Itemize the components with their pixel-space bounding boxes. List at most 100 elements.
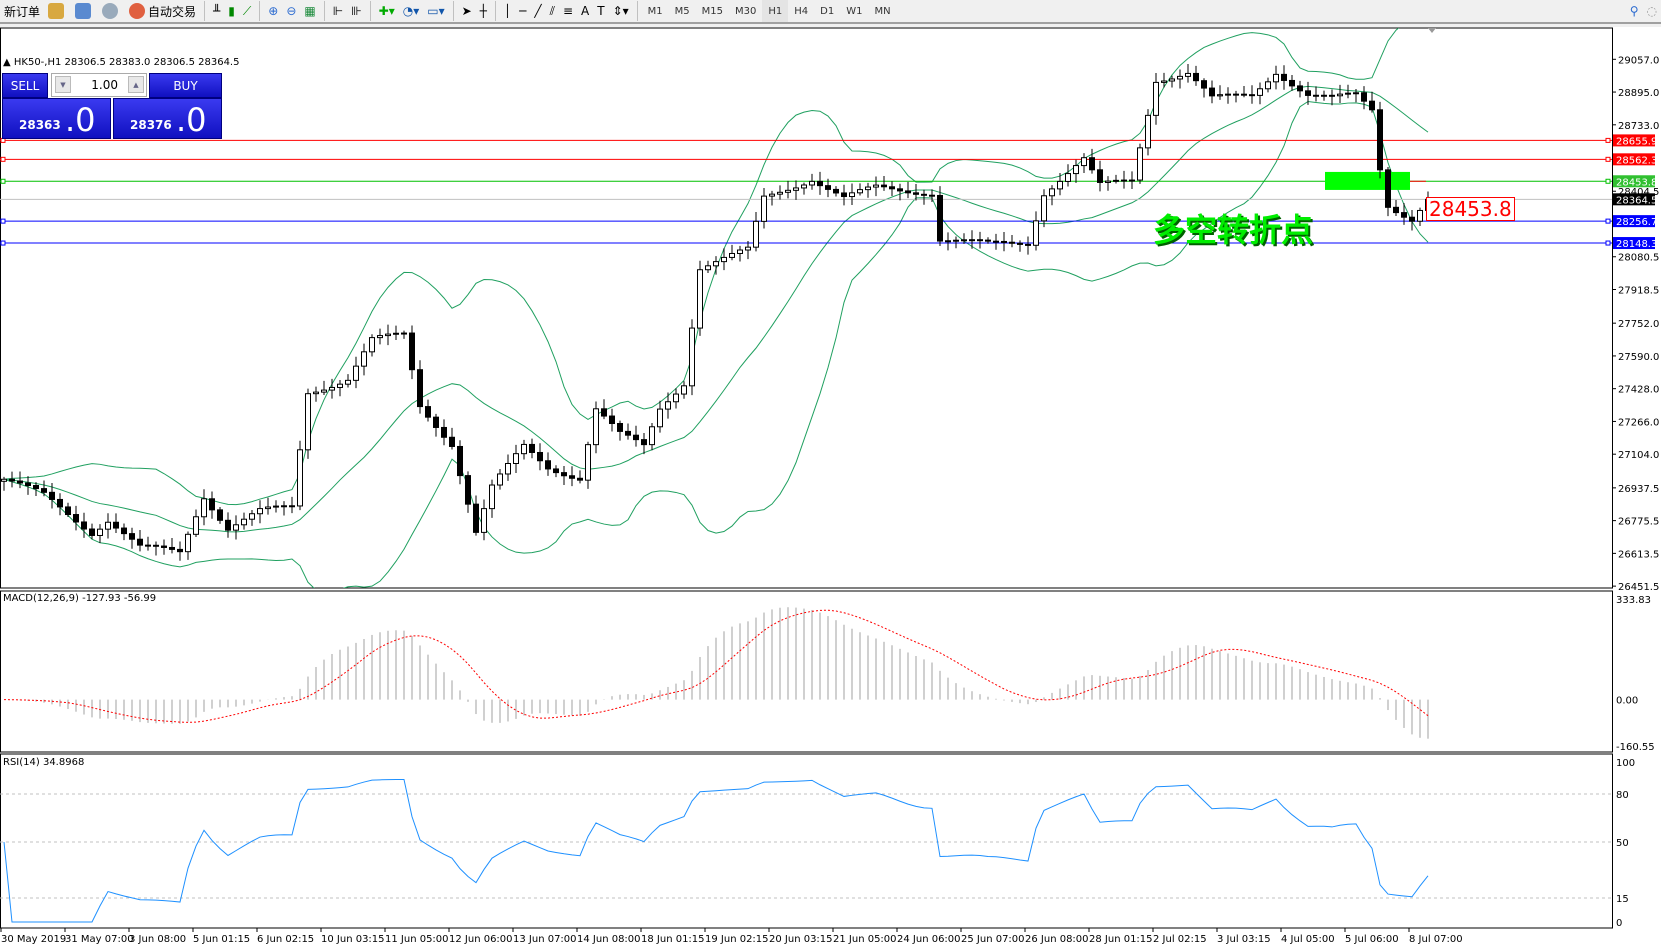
sell-price-button[interactable]: 28363 .0	[2, 98, 111, 139]
time-axis-label: 19 Jun 02:15	[705, 934, 769, 945]
candle-bull	[233, 524, 239, 531]
annotation-price-label[interactable]: 28453.8	[1426, 197, 1515, 221]
chart-canvas[interactable]: 29057.0 28895.0 28733.0 28404.5 28080.5 27918…	[0, 27, 1661, 950]
new-order-button[interactable]: 新订单	[0, 0, 44, 22]
candle-bear	[17, 480, 23, 484]
auto-scroll-icon[interactable]: ⊩	[332, 4, 344, 18]
time-axis-label: 6 Jun 02:15	[257, 934, 314, 945]
level-price-label: 28655.9	[1616, 136, 1657, 147]
candle-bear	[1089, 157, 1095, 171]
trendline-icon[interactable]: ╱	[534, 4, 542, 18]
timeframe-h1[interactable]: H1	[762, 0, 789, 22]
candle-bear	[473, 503, 479, 533]
annotation-text[interactable]: 多空转折点	[1153, 211, 1314, 249]
candle-bull	[769, 193, 775, 197]
timeframe-mn[interactable]: MN	[874, 5, 891, 17]
candle-bull	[1057, 180, 1063, 190]
candle-bear	[73, 514, 79, 523]
tile-windows-icon[interactable]: ▦	[304, 4, 316, 18]
zoom-in-icon[interactable]: ⊕	[268, 4, 279, 18]
level-handle	[1605, 218, 1611, 224]
candle-bull	[1169, 78, 1175, 82]
price-axis-label: 27266.0	[1618, 417, 1659, 428]
indicators-icon[interactable]: ✚▾	[378, 4, 395, 18]
separator	[369, 1, 371, 21]
chart-window[interactable]: 29057.0 28895.0 28733.0 28404.5 28080.5 27918…	[0, 27, 1661, 950]
candle-bear	[1009, 241, 1015, 244]
one-click-trading-panel: SELL 1.00 ▼ ▲ BUY 28363.0 28376.0	[2, 73, 222, 139]
candle-bull	[497, 473, 503, 486]
level-handle	[1605, 156, 1611, 162]
macd-axis-label: 333.83	[1616, 595, 1651, 606]
channel-icon[interactable]: ⫽	[549, 3, 555, 18]
chart-shift-icon[interactable]: ⊪	[351, 4, 362, 18]
level-price-label: 28256.7	[1616, 217, 1657, 228]
templates-icon[interactable]: ▭▾	[427, 4, 445, 18]
candle-bull	[689, 327, 695, 387]
timeframe-h4[interactable]: H4	[794, 5, 809, 17]
timeframe-d1[interactable]: D1	[820, 5, 835, 17]
zoom-out-icon[interactable]: ⊖	[286, 4, 297, 18]
candle-bear	[1369, 100, 1375, 111]
candle-bull	[1049, 188, 1055, 197]
candle-bear	[553, 468, 559, 474]
candle-bear	[1361, 92, 1367, 102]
timeframe-m15[interactable]: M15	[701, 5, 724, 17]
vertical-line-icon[interactable]: │	[503, 4, 512, 18]
periods-icon[interactable]: ◔▾	[402, 4, 420, 18]
time-axis-label: 3 Jul 03:15	[1217, 934, 1271, 945]
text-label-icon[interactable]: T	[597, 4, 605, 18]
candle-bull	[705, 265, 711, 271]
buy-button[interactable]: BUY	[149, 73, 222, 98]
time-axis-label: 21 Jun 05:00	[833, 934, 897, 945]
timeframe-m1[interactable]: M1	[647, 5, 663, 17]
candle-bull	[649, 426, 655, 446]
arrows-icon[interactable]: ⇕▾	[612, 4, 629, 18]
price-axis-label: 26451.5	[1618, 582, 1659, 593]
candle-bull	[1113, 179, 1119, 182]
timeframe-bar: M1 M5 M15 M30 H1 H4 D1 W1 MN	[642, 0, 897, 22]
candle-bear	[561, 472, 567, 477]
buy-price-button[interactable]: 28376 .0	[113, 98, 222, 139]
bar-chart-icon[interactable]: ╨	[213, 4, 221, 18]
horizontal-line-icon[interactable]: ─	[519, 4, 527, 18]
candle-bull	[1225, 93, 1231, 96]
timeframe-m5[interactable]: M5	[674, 5, 690, 17]
crosshair-icon[interactable]: ┼	[479, 4, 487, 18]
line-chart-icon[interactable]: ⟋	[242, 3, 252, 18]
chat-icon[interactable]: ◌	[1646, 4, 1657, 18]
timeframe-m30[interactable]: M30	[735, 5, 757, 17]
market-watch-icon[interactable]	[44, 0, 71, 22]
candle-bull	[1257, 88, 1263, 96]
time-axis-label: 28 Jun 01:15	[1089, 934, 1153, 945]
candle-bear	[209, 498, 215, 511]
candle-bear	[545, 460, 551, 470]
navigator-icon[interactable]	[71, 0, 98, 22]
candle-bear	[409, 332, 415, 371]
candle-bear	[817, 180, 823, 187]
buy-price: 28376	[130, 118, 172, 132]
timeframe-w1[interactable]: W1	[846, 5, 863, 17]
cursor-icon[interactable]: ➤	[461, 4, 472, 18]
time-axis-label: 5 Jun 01:15	[193, 934, 250, 945]
fibonacci-icon[interactable]: ≡	[562, 4, 574, 18]
time-axis-label: 18 Jun 01:15	[641, 934, 705, 945]
candle-bear	[449, 436, 455, 447]
rsi-axis-label: 50	[1616, 838, 1629, 849]
search-icon[interactable]: ⚲	[1629, 4, 1639, 18]
candle-bull	[1065, 173, 1071, 182]
candle-bull	[753, 220, 759, 248]
candle-bull	[1137, 147, 1143, 181]
ohlc-readout: HK50-,H1 28306.5 28383.0 28306.5 28364.5	[13, 57, 240, 68]
time-axis-label: 11 Jun 05:00	[385, 934, 449, 945]
candle-bull	[489, 484, 495, 510]
candle-bear	[217, 509, 223, 521]
sell-button[interactable]: SELL	[2, 73, 48, 98]
text-icon[interactable]: A	[581, 4, 590, 18]
auto-trading-button[interactable]: 自动交易	[125, 0, 200, 22]
lot-increase-button[interactable]: ▲	[128, 76, 144, 93]
candlestick-icon[interactable]: ▮	[228, 4, 235, 18]
signals-icon[interactable]	[98, 0, 125, 22]
candle-bull	[1121, 179, 1127, 182]
lot-decrease-button[interactable]: ▼	[55, 76, 71, 93]
